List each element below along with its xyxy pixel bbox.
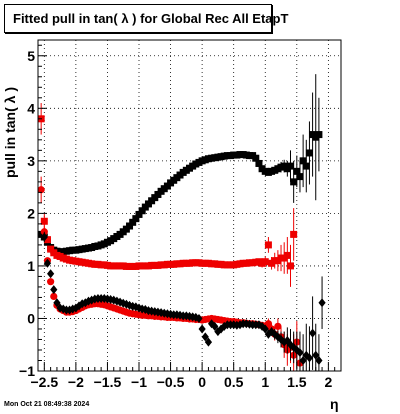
data-point-diamond <box>75 301 83 311</box>
data-point-square <box>252 154 260 162</box>
data-point-diamond <box>47 269 55 279</box>
data-point-diamond <box>211 321 219 331</box>
data-point-diamond <box>305 353 314 363</box>
data-point-square <box>129 218 137 226</box>
x-tick-label: −2 <box>68 374 84 390</box>
y-tick-label: 1 <box>27 258 35 274</box>
data-point-square <box>138 207 146 215</box>
y-axis-label: pull in tan( λ ) <box>2 87 18 178</box>
data-point-square <box>47 245 55 253</box>
data-point-diamond <box>69 304 77 314</box>
y-tick-label: 2 <box>27 205 35 221</box>
data-point-square <box>299 157 307 165</box>
data-point-diamond <box>116 297 124 307</box>
data-point-diamond <box>312 350 320 360</box>
x-tick-label: 0.5 <box>224 374 244 390</box>
data-point-diamond <box>53 298 61 308</box>
data-points <box>37 74 326 371</box>
title-box: Fitted pull in tan( λ ) for Global Rec A… <box>4 4 288 33</box>
x-axis-label: η <box>330 396 339 412</box>
data-point-diamond <box>110 295 118 305</box>
data-point-circle <box>47 278 55 286</box>
data-point-square <box>290 230 298 238</box>
x-tick-label: −1.5 <box>94 374 122 390</box>
data-point-diamond <box>201 332 209 342</box>
data-point-square <box>296 173 304 181</box>
data-point-square <box>305 149 313 157</box>
x-tick-label: 1.5 <box>287 374 307 390</box>
x-tick-label: 2 <box>324 374 332 390</box>
x-tick-label: −1 <box>131 374 147 390</box>
data-point-square <box>290 178 298 186</box>
timestamp: Mon Oct 21 08:49:38 2024 <box>4 401 90 408</box>
x-tick-label: 1 <box>261 374 269 390</box>
data-point-square <box>264 241 272 249</box>
data-point-square <box>283 251 291 259</box>
data-point-diamond <box>308 328 317 338</box>
y-tick-label: 5 <box>27 48 35 64</box>
data-point-circle <box>264 320 273 328</box>
y-tick-label: 4 <box>27 100 35 116</box>
data-point-diamond <box>296 348 304 358</box>
data-point-square <box>293 167 301 175</box>
data-point-square <box>261 258 269 266</box>
chart-title: Fitted pull in tan( λ ) for Global Rec A… <box>13 11 289 26</box>
data-point-diamond <box>113 296 121 306</box>
data-point-diamond <box>65 305 74 315</box>
data-point-square <box>40 217 48 225</box>
data-point-diamond <box>59 304 67 314</box>
data-point-square <box>287 162 294 170</box>
data-point-diamond <box>78 299 86 309</box>
y-tick-label: 3 <box>27 153 35 169</box>
data-point-diamond <box>81 298 89 308</box>
data-point-diamond <box>198 324 206 334</box>
data-point-square <box>135 210 143 218</box>
data-point-square <box>287 262 294 270</box>
data-point-diamond <box>299 355 307 365</box>
y-tick-label: 0 <box>27 310 35 326</box>
data-point-diamond <box>119 298 127 308</box>
data-point-circle <box>274 322 282 330</box>
data-point-diamond <box>315 355 323 365</box>
data-point-diamond <box>195 313 203 323</box>
data-point-square <box>126 222 134 230</box>
x-tick-label: −2.5 <box>30 374 58 390</box>
data-point-diamond <box>72 303 80 313</box>
data-point-square <box>255 159 263 167</box>
data-point-diamond <box>88 295 96 305</box>
y-tick-label: −1 <box>19 363 35 379</box>
data-point-diamond <box>40 232 48 242</box>
data-point-diamond <box>204 337 213 347</box>
data-point-circle <box>50 292 58 300</box>
x-tick-label: 0 <box>198 374 206 390</box>
data-point-circle <box>37 186 45 194</box>
data-point-diamond <box>84 296 93 306</box>
x-tick-label: −0.5 <box>157 374 185 390</box>
data-point-diamond <box>318 298 326 308</box>
data-point-diamond <box>50 285 58 295</box>
data-point-square <box>132 215 140 223</box>
data-point-square <box>43 236 51 244</box>
axis-ticks: −2.5 −2 −1.5 −1 −0.5 0 0.5 1 1.5 2 −1 0 1 2 3 4 5 <box>19 44 336 390</box>
data-point-square <box>315 131 323 139</box>
data-point-square <box>302 162 310 170</box>
data-point-diamond <box>261 324 269 334</box>
